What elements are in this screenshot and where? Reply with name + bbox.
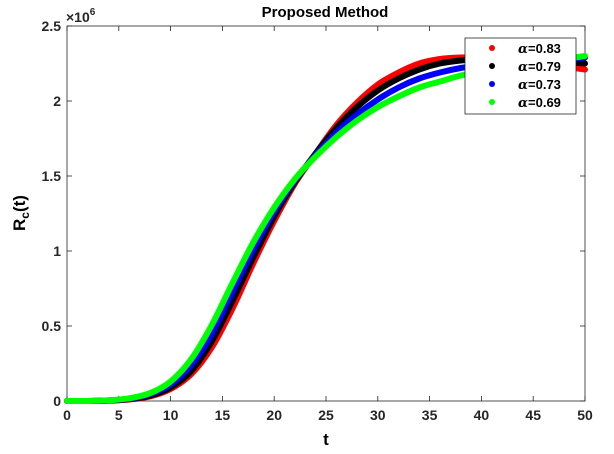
legend-alpha: α xyxy=(518,42,528,57)
y-axis-label-tail: (t) xyxy=(10,195,29,212)
x-tick-label: 25 xyxy=(318,407,334,423)
data-point xyxy=(583,62,587,65)
data-point xyxy=(106,398,110,402)
data-point xyxy=(397,86,401,89)
data-point xyxy=(86,399,90,403)
x-tick-label: 15 xyxy=(215,407,231,423)
y-tick-label: 0.5 xyxy=(42,318,62,334)
data-point xyxy=(355,113,359,116)
y-multiplier: ×106 xyxy=(66,7,96,25)
data-point xyxy=(583,68,587,71)
data-point xyxy=(417,77,421,80)
legend-value: =0.73 xyxy=(528,77,561,92)
data-point xyxy=(231,281,235,284)
legend-label: α=0.79 xyxy=(518,59,561,75)
svg-text:Rc(t): Rc(t) xyxy=(10,195,32,231)
data-point xyxy=(376,105,380,109)
legend-box xyxy=(464,37,577,115)
svg-text:×106: ×106 xyxy=(66,7,96,25)
data-point xyxy=(376,98,380,101)
legend-alpha: α xyxy=(518,60,528,75)
ticks: 0 5 10 15 20 25 30 35 40 45 50 0 0.5 1 1.5 2 2.5 xyxy=(42,18,593,423)
x-tick-label: 20 xyxy=(266,407,282,423)
x-tick-label: 10 xyxy=(163,407,179,423)
data-point xyxy=(459,59,463,62)
data-point xyxy=(438,57,442,61)
y-multiplier-base: ×10 xyxy=(66,9,90,25)
data-point xyxy=(189,357,193,361)
data-point xyxy=(438,80,442,83)
legend-value: =0.79 xyxy=(528,59,561,74)
x-tick-label: 40 xyxy=(474,407,490,423)
y-axis-label: Rc(t) xyxy=(10,195,32,231)
data-point xyxy=(459,74,463,77)
data-point xyxy=(210,332,214,335)
data-point xyxy=(397,95,401,98)
x-axis-label: t xyxy=(323,430,329,449)
data-point xyxy=(148,391,152,395)
legend-alpha: α xyxy=(518,78,528,93)
data-point xyxy=(293,177,297,181)
data-point xyxy=(397,77,401,80)
y-tick-label: 1 xyxy=(53,243,61,259)
legend-value: =0.69 xyxy=(528,95,561,110)
x-tick-label: 45 xyxy=(525,407,541,423)
legend: α=0.83α=0.79α=0.73α=0.69 xyxy=(464,37,577,115)
chart-title: Proposed Method xyxy=(262,4,389,21)
legend-label: α=0.69 xyxy=(518,95,561,111)
y-tick-label: 0 xyxy=(53,393,61,409)
data-point xyxy=(334,135,338,139)
data-point xyxy=(438,62,442,65)
data-point xyxy=(417,68,421,71)
data-point xyxy=(459,66,463,70)
data-point xyxy=(376,89,380,92)
data-point xyxy=(272,206,276,209)
x-tick-label: 35 xyxy=(422,407,438,423)
legend-label: α=0.83 xyxy=(518,41,561,57)
legend-marker xyxy=(489,63,495,69)
data-point xyxy=(397,71,401,74)
x-tick-label: 30 xyxy=(370,407,386,423)
x-tick-label: 0 xyxy=(63,407,71,423)
data-point xyxy=(169,380,173,383)
legend-marker xyxy=(489,45,495,51)
x-tick-label: 5 xyxy=(115,407,123,423)
data-point xyxy=(127,396,131,400)
data-point xyxy=(251,240,255,244)
legend-label: α=0.73 xyxy=(518,77,561,93)
data-point xyxy=(355,119,359,122)
data-point xyxy=(583,54,587,58)
data-point xyxy=(314,155,318,158)
y-axis-label-main: R xyxy=(10,219,29,231)
data-point xyxy=(417,86,421,89)
data-point xyxy=(417,62,421,65)
legend-value: =0.83 xyxy=(528,41,561,56)
data-point xyxy=(210,323,214,326)
y-tick-label: 2.5 xyxy=(42,18,62,34)
legend-alpha: α xyxy=(518,96,528,111)
data-point xyxy=(438,71,442,74)
x-tick-label: 50 xyxy=(577,407,593,423)
data-point xyxy=(355,105,359,109)
legend-marker xyxy=(489,99,495,105)
y-tick-label: 1.5 xyxy=(42,168,62,184)
y-axis-label-sub: c xyxy=(18,212,32,219)
data-point xyxy=(65,399,69,403)
y-multiplier-exp: 6 xyxy=(90,7,96,18)
y-tick-label: 2 xyxy=(53,93,61,109)
data-point xyxy=(376,83,380,86)
legend-marker xyxy=(489,81,495,87)
